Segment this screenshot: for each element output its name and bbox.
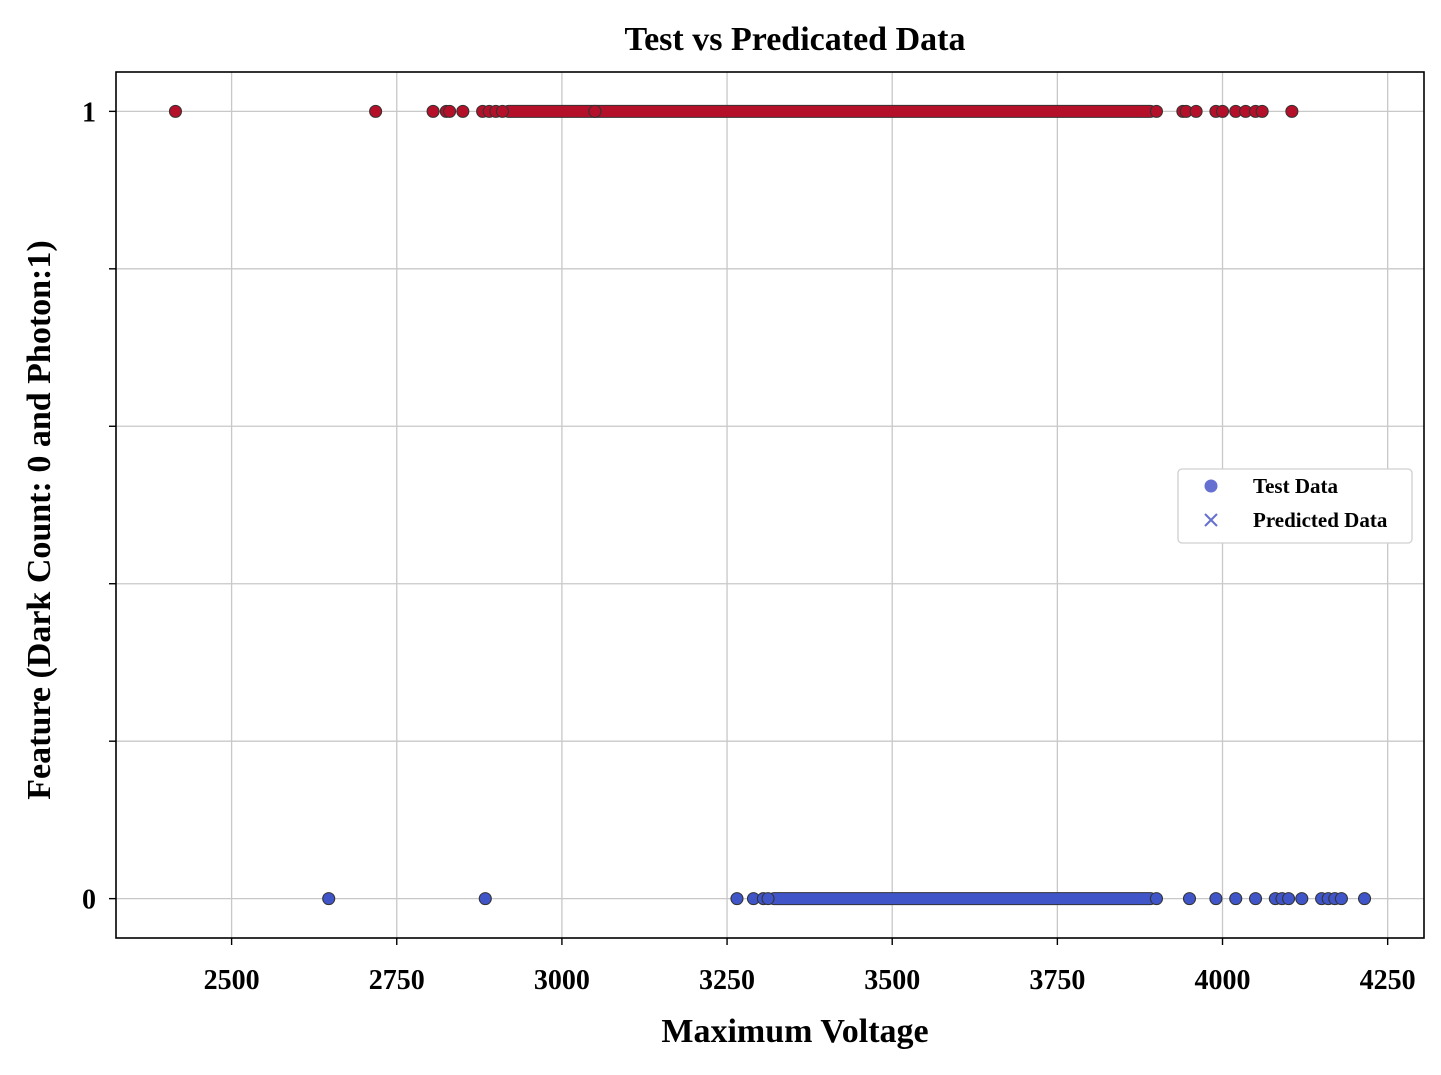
predicted-data-point	[1241, 106, 1251, 116]
y-tick-label: 0	[82, 885, 96, 916]
predicted-data-point	[732, 894, 742, 904]
plot-frame	[115, 71, 1425, 939]
predicted-marker-stroke	[480, 894, 490, 904]
predicted-marker-stroke	[763, 894, 773, 904]
predicted-marker-stroke	[1191, 106, 1201, 116]
predicted-marker-stroke	[1360, 894, 1369, 904]
data-points	[168, 104, 1372, 906]
predicted-data-point	[1231, 106, 1241, 116]
predicted-data-point	[445, 106, 455, 116]
predicted-data-point	[1181, 106, 1191, 116]
predicted-marker-stroke	[1336, 894, 1346, 904]
x-tick-label: 3000	[534, 965, 590, 996]
predicted-marker-stroke	[749, 894, 758, 904]
x-tick-label: 4000	[1195, 965, 1251, 996]
predicted-marker-stroke	[1241, 106, 1251, 116]
predicted-marker-stroke	[1287, 106, 1297, 116]
predicted-data-point	[749, 894, 758, 904]
predicted-marker-stroke	[371, 106, 381, 116]
predicted-data-point	[480, 894, 490, 904]
legend-test-marker-icon	[1204, 479, 1218, 493]
predicted-data-point	[1360, 894, 1369, 904]
axis-ticks: 2500 2750 3000 3250 3500 3750 4000 4250 0 1	[82, 97, 1416, 996]
x-tick-label: 4250	[1360, 965, 1416, 996]
predicted-marker-stroke	[1218, 106, 1227, 116]
predicted-data-point	[1336, 894, 1346, 904]
predicted-data-point	[428, 106, 438, 116]
predicted-data-point	[590, 106, 600, 116]
dense-point-cluster	[767, 892, 1157, 906]
legend-predicted-marker-icon	[1204, 513, 1218, 527]
predicted-marker-stroke	[458, 106, 468, 116]
predicted-data-point	[1284, 894, 1294, 904]
predicted-data-point	[1191, 106, 1201, 116]
predicted-marker-stroke	[1152, 894, 1161, 904]
predicted-data-point	[1218, 106, 1227, 116]
legend: Test Data Predicted Data	[1177, 468, 1413, 544]
predicted-data-point	[1211, 894, 1221, 904]
y-tick-label: 1	[82, 97, 96, 128]
predicted-data-point	[371, 106, 381, 116]
predicted-data-point	[458, 106, 468, 116]
legend-box	[1177, 468, 1413, 544]
predicted-marker-stroke	[1152, 106, 1161, 116]
predicted-data-point	[171, 106, 180, 116]
predicted-data-point	[1185, 894, 1194, 904]
predicted-marker-stroke	[1231, 894, 1241, 904]
predicted-data-point	[324, 894, 334, 904]
x-tick-label: 2750	[369, 965, 425, 996]
predicted-marker-stroke	[1231, 106, 1241, 116]
predicted-marker-stroke	[1297, 894, 1307, 904]
predicted-marker-stroke	[1251, 894, 1260, 904]
x-tick-label: 2500	[204, 965, 260, 996]
predicted-data-point	[1297, 894, 1307, 904]
x-tick-label: 3750	[1029, 965, 1085, 996]
predicted-marker-stroke	[1257, 106, 1267, 116]
predicted-data-point	[763, 894, 773, 904]
predicted-data-point	[1251, 894, 1260, 904]
predicted-data-point	[498, 106, 507, 116]
predicted-marker-stroke	[1284, 894, 1294, 904]
x-tick-label: 3500	[864, 965, 920, 996]
chart-title: Test vs Predicated Data	[625, 21, 966, 58]
predicted-data-point	[1152, 894, 1161, 904]
x-axis-label: Maximum Voltage	[661, 1013, 928, 1050]
predicted-marker-stroke	[1211, 894, 1221, 904]
predicted-data-point	[1257, 106, 1267, 116]
predicted-data-point	[1231, 894, 1241, 904]
predicted-data-point	[1152, 106, 1161, 116]
predicted-marker-stroke	[1185, 894, 1194, 904]
legend-test-label: Test Data	[1253, 474, 1338, 498]
predicted-marker-stroke	[732, 894, 742, 904]
predicted-data-point	[1287, 106, 1297, 116]
predicted-marker-stroke	[498, 106, 507, 116]
predicted-marker-stroke	[324, 894, 334, 904]
predicted-marker-stroke	[428, 106, 438, 116]
predicted-marker-stroke	[445, 106, 455, 116]
predicted-marker-stroke	[171, 106, 180, 116]
legend-predicted-label: Predicted Data	[1253, 508, 1388, 532]
x-tick-label: 3250	[699, 965, 755, 996]
predicted-marker-stroke	[590, 106, 600, 116]
y-axis-label: Feature (Dark Count: 0 and Photon:1)	[21, 240, 58, 799]
predicted-marker-stroke	[1181, 106, 1191, 116]
